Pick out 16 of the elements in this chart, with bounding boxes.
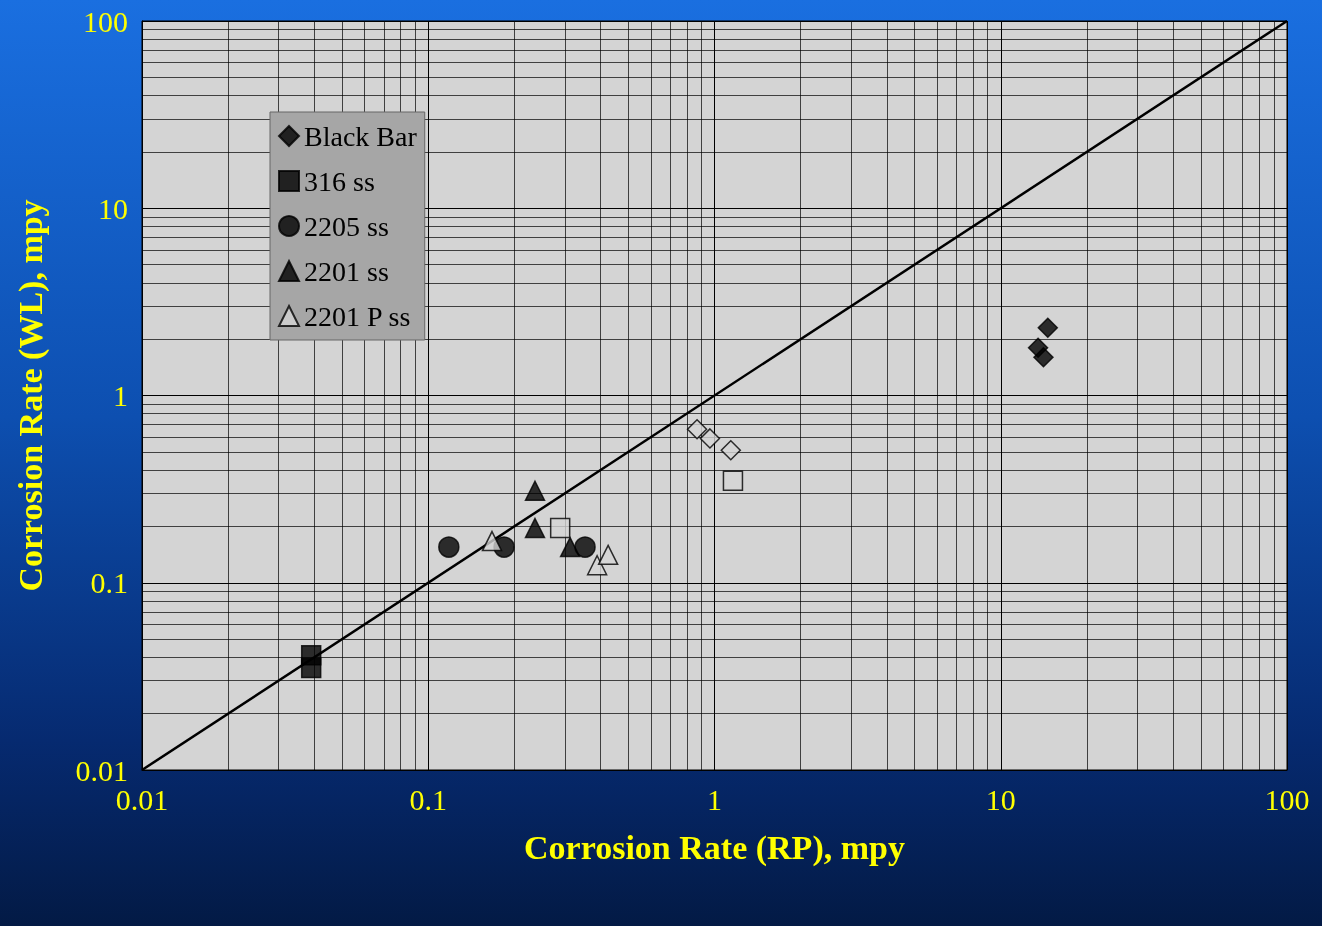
x-tick-label: 10 [985, 782, 1016, 816]
legend-label: 2205 ss [304, 210, 389, 242]
legend-label: 2201 ss [304, 255, 389, 287]
y-tick-label: 0.01 [75, 753, 128, 787]
x-tick-label: 100 [1264, 782, 1310, 816]
y-axis-title: Corrosion Rate (WL), mpy [11, 199, 50, 592]
y-tick-label: 10 [98, 191, 128, 225]
legend-label: 2201 P ss [304, 300, 411, 332]
x-tick-label: 0.1 [409, 782, 447, 816]
legend-label: Black Bar [304, 120, 418, 152]
y-tick-label: 0.1 [90, 566, 128, 600]
y-tick-label: 100 [83, 4, 128, 38]
legend-label: 316 ss [304, 165, 375, 197]
x-tick-label: 1 [707, 782, 722, 816]
x-axis-title: Corrosion Rate (RP), mpy [524, 828, 905, 867]
y-tick-label: 1 [113, 379, 128, 412]
